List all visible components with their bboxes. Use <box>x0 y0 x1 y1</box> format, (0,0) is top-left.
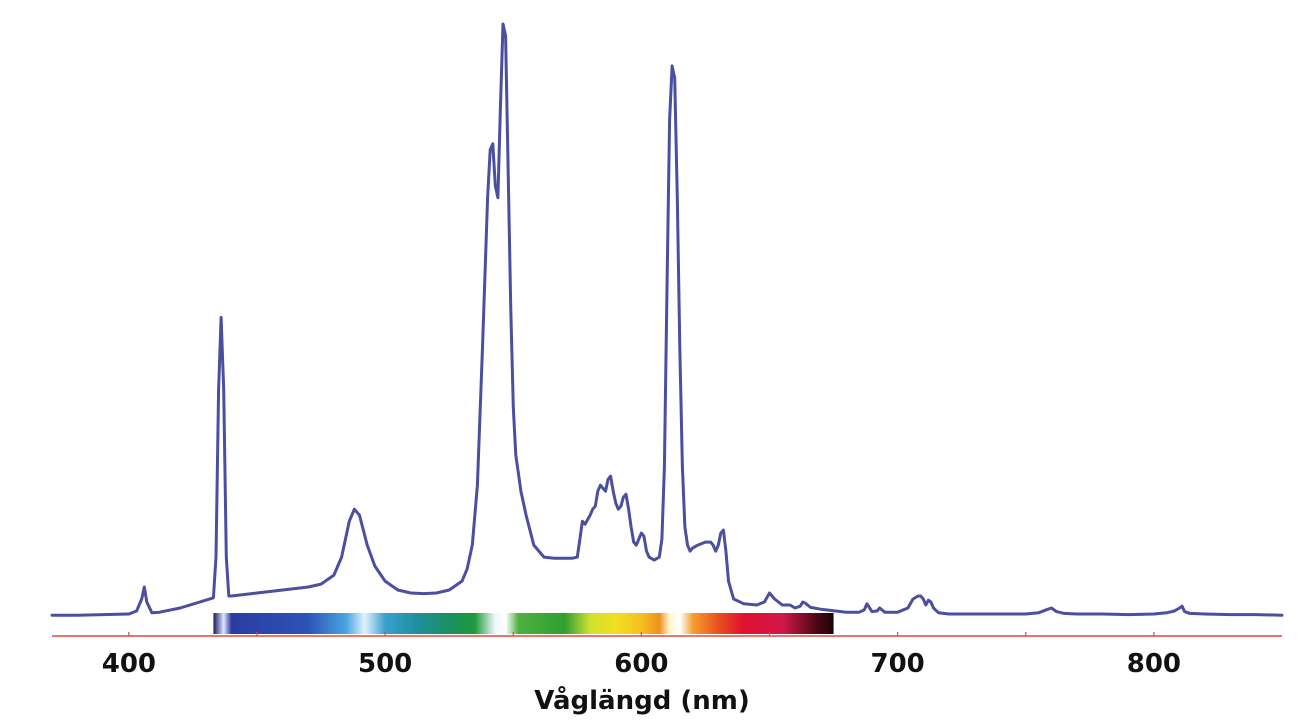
visible-spectrum-band <box>213 613 834 634</box>
x-tick-label-400: 400 <box>102 649 156 679</box>
x-tick-label-600: 600 <box>614 649 668 679</box>
x-axis-title: Våglängd (nm) <box>534 684 749 716</box>
spectrum-series-line-0 <box>50 22 1284 617</box>
x-tick-label-700: 700 <box>870 649 924 679</box>
x-tick-label-800: 800 <box>1127 649 1181 679</box>
x-tick-label-500: 500 <box>358 649 412 679</box>
